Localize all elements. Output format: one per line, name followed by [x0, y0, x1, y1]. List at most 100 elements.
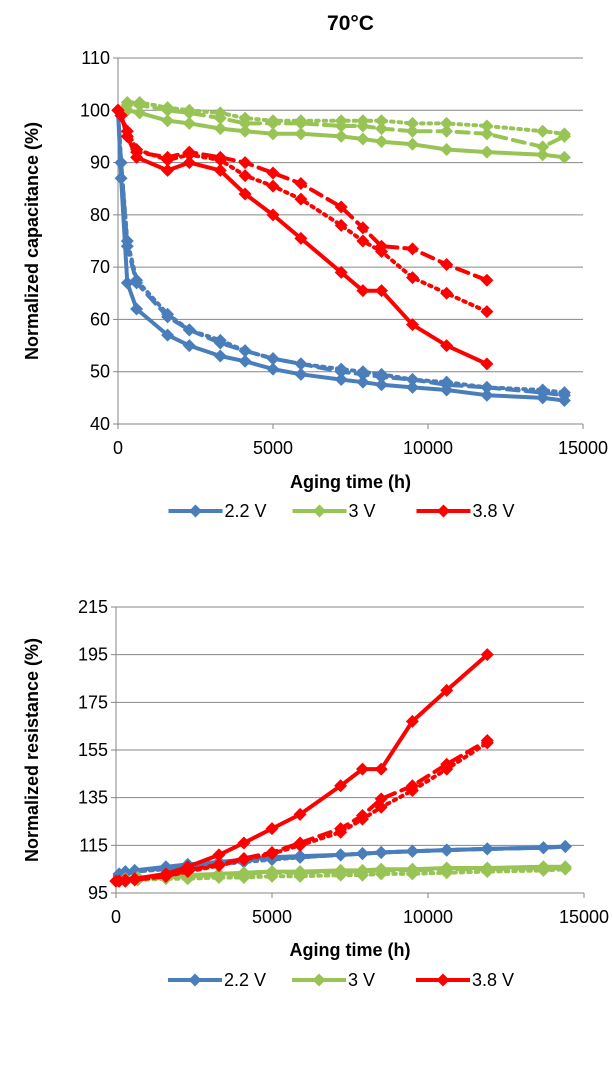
- series-2-2-v-solid-point: [161, 328, 175, 342]
- series-3-v-dot-point: [375, 114, 388, 128]
- series-3-8-v-solid-point: [238, 187, 252, 201]
- series-3-8-v-dot-point: [374, 800, 388, 814]
- series-3-8-v-dash-point: [356, 221, 370, 235]
- series-3-v-solid-point: [536, 148, 550, 162]
- series-3-8-v-dot-point: [294, 192, 308, 206]
- series-3-8-v-dot-point: [237, 853, 251, 867]
- series-2-2-v-solid-point: [266, 362, 280, 376]
- y-tick-label: 100: [80, 100, 110, 120]
- y-tick-label: 90: [90, 153, 110, 173]
- series-2-2-v-dot-point: [480, 380, 494, 394]
- series-3-8-v-dot-point: [161, 153, 175, 167]
- y-tick-label: 195: [78, 645, 108, 665]
- series-2-2-v-solid: [111, 103, 571, 407]
- series-3-v-solid-point: [440, 143, 454, 156]
- series-2-2-v-solid-point: [120, 276, 134, 290]
- series-2-2-v-dot-point: [334, 848, 348, 862]
- capacitance-chart: 70°C 40 50 60 70 80 90 100 110 0 5000 10000 15000 Agi…: [22, 12, 608, 521]
- series-3-8-v-solid-point: [480, 357, 494, 371]
- series-3-v-dot-point: [374, 867, 388, 881]
- legend-label: 2.2 V: [224, 970, 266, 990]
- series-3-8-v-dot-point: [355, 812, 369, 826]
- series-3-v-solid-point: [238, 124, 252, 138]
- series-3-8-v-dot-point: [120, 124, 134, 138]
- legend-item-3-8-v: 3.8 V: [416, 501, 515, 521]
- series-3-8-v-solid-point: [161, 163, 175, 177]
- series-2-2-v-dot-point: [120, 234, 134, 248]
- series-3-v-solid-point: [406, 137, 419, 151]
- series-3-8-v-solid-point: [294, 231, 308, 245]
- series-3-8-v-solid-point: [406, 318, 419, 332]
- series-3-v-dot-point: [557, 127, 571, 141]
- x-tick-label: 10000: [403, 438, 453, 458]
- series-2-2-v-dot-point: [238, 344, 252, 358]
- series-3-8-v-dot-point: [181, 865, 195, 879]
- series-3-v-dot-point: [294, 114, 308, 128]
- legend-swatch-marker: [188, 973, 202, 987]
- series-3-v-solid-point: [294, 127, 308, 141]
- series-2-2-v-dot-point: [536, 383, 550, 397]
- legend-item-2-2-v: 2.2 V: [168, 970, 266, 990]
- series-2-2-v-solid-point: [334, 373, 348, 387]
- series-3-v-dot-point: [293, 869, 307, 883]
- series-2-2-v-dot-point: [406, 373, 419, 387]
- series-2-2-v-dot-point: [356, 365, 370, 379]
- series-3-8-v-dash-point: [294, 176, 308, 190]
- series-3-8-v-dot-point: [334, 218, 348, 232]
- x-tick-label: 0: [111, 907, 121, 927]
- series-3-v-dot-point: [181, 872, 195, 886]
- series-2-2-v-dot-line: [116, 108, 567, 395]
- series-3-8-v-dash-point: [440, 258, 454, 272]
- y-tick-label: 110: [81, 48, 110, 68]
- series-2-2-v-dot-point: [161, 307, 175, 321]
- series-3-v-dash-point: [536, 140, 550, 154]
- series-3-v-dot-point: [161, 101, 175, 115]
- series-3-8-v-solid-point: [440, 683, 454, 697]
- series-3-8-v-solid-point: [374, 762, 388, 776]
- series-3-8-v-solid-point: [265, 822, 279, 836]
- y-tick-label: 135: [78, 788, 108, 808]
- series-3-v-dash-point: [406, 124, 419, 138]
- series-3-v-dot-point: [406, 116, 419, 130]
- series-3-v-solid-point: [375, 135, 388, 149]
- series-3-8-v-solid-point: [356, 284, 370, 298]
- series-2-2-v-dot-point: [557, 386, 571, 400]
- series-3-8-v-solid-point: [334, 779, 348, 793]
- legend: 2.2 V 3 V 3.8 V: [168, 501, 515, 521]
- legend-swatch-marker: [312, 973, 326, 987]
- series-3-8-v-solid-point: [405, 714, 419, 728]
- series-3-v-dash-point: [375, 122, 388, 136]
- series-3-8-v-dot: [109, 736, 494, 888]
- x-tick-label: 0: [113, 438, 123, 458]
- series-3-v-dot-point: [133, 95, 147, 109]
- series-3-v-solid-point: [480, 145, 494, 159]
- series-3-8-v-dot-point: [480, 305, 494, 319]
- series-3-8-v-dot-point: [480, 736, 494, 750]
- series-3-8-v-dot-point: [159, 869, 173, 883]
- series-3-8-v-dash-point: [374, 792, 388, 806]
- series-2-2-v-dot-point: [355, 847, 369, 861]
- series-3-v-solid-point: [266, 127, 280, 141]
- legend-item-3-v: 3 V: [292, 970, 375, 990]
- series-3-v-dot: [111, 95, 571, 141]
- series-3-v-dot-point: [356, 114, 370, 128]
- series-3-v-solid-point: [182, 116, 196, 130]
- y-tick-label: 50: [90, 362, 110, 382]
- x-axis-title: Aging time (h): [290, 940, 411, 960]
- series-3-8-v-dash-point: [238, 156, 252, 170]
- series-3-8-v-dot-point: [118, 874, 132, 888]
- series-3-8-v-solid-point: [213, 163, 227, 177]
- series-3-8-v-dot-point: [293, 838, 307, 852]
- series-3-8-v-dot-point: [212, 859, 226, 873]
- series-3-8-v-dot-point: [440, 286, 454, 300]
- x-tick-label: 10000: [403, 907, 453, 927]
- series-2-2-v-dot-point: [440, 843, 454, 857]
- series-3-8-v-dot-point: [334, 825, 348, 839]
- series-3-8-v-dot-point: [114, 109, 128, 123]
- series-2-2-v-dot-point: [536, 841, 550, 855]
- series-3-v-dash-point: [480, 127, 494, 141]
- legend-item-3-8-v: 3.8 V: [416, 970, 514, 990]
- legend-swatch-marker: [189, 504, 202, 518]
- series-2-2-v-dot-point: [114, 156, 128, 170]
- y-tick-label: 115: [79, 835, 108, 855]
